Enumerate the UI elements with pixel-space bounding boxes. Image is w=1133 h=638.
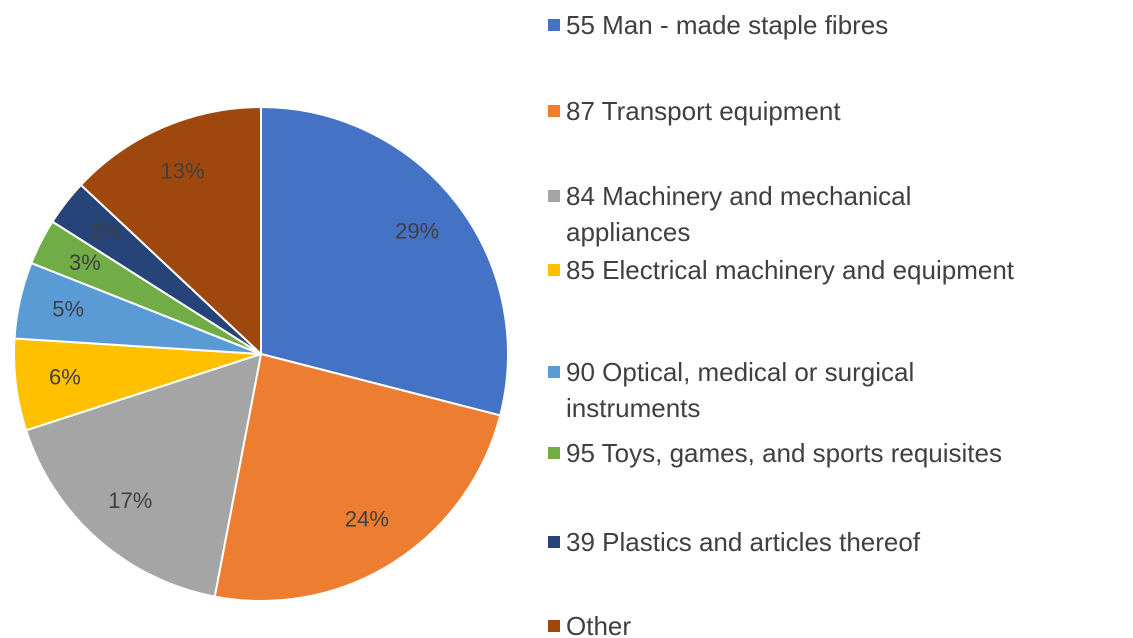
pie-area: 29% 24% 17% 6% 5% 3% 3% 13% (13, 105, 509, 602)
data-label: 5% (52, 297, 84, 322)
legend-label: Other (566, 611, 632, 638)
pie-slice (260, 105, 509, 417)
data-label: 6% (49, 365, 81, 390)
legend-item: Other (548, 608, 1128, 638)
legend-label: 87 Transport equipment (566, 96, 841, 126)
legend-label: 84 Machinery and mechanical appliances (566, 181, 912, 247)
legend-swatch (548, 536, 560, 548)
legend-label: 55 Man - made staple fibres (566, 10, 889, 40)
pie-slice (213, 352, 502, 602)
legend-swatch (548, 190, 560, 202)
legend-label: 95 Toys, games, and sports requisites (566, 438, 1002, 468)
data-label: 13% (161, 158, 205, 183)
legend-label: 39 Plastics and articles thereof (566, 527, 921, 557)
legend-label: 85 Electrical machinery and equipment (566, 255, 1015, 285)
legend-swatch (548, 264, 560, 276)
legend-swatch (548, 105, 560, 117)
data-label: 17% (108, 488, 152, 513)
legend-item: 95 Toys, games, and sports requisites (548, 435, 1128, 471)
legend-item: 84 Machinery and mechanical appliances (548, 178, 998, 250)
data-label: 3% (69, 250, 101, 275)
pie-slice (79, 105, 262, 357)
legend-item: 39 Plastics and articles thereof (548, 524, 1128, 560)
legend-swatch (548, 19, 560, 31)
legend-item: 90 Optical, medical or surgical instrume… (548, 354, 998, 426)
data-label: 29% (395, 219, 439, 244)
data-label: 3% (89, 219, 121, 244)
pie-slice (24, 352, 263, 598)
legend-item: 87 Transport equipment (548, 93, 1128, 129)
legend-swatch (548, 620, 560, 632)
legend-swatch (548, 366, 560, 378)
data-label: 24% (345, 507, 389, 532)
legend-label: 90 Optical, medical or surgical instrume… (566, 357, 915, 423)
legend-swatch (548, 447, 560, 459)
legend-item: 85 Electrical machinery and equipment (548, 252, 1128, 288)
legend-item: 55 Man - made staple fibres (548, 7, 1128, 43)
